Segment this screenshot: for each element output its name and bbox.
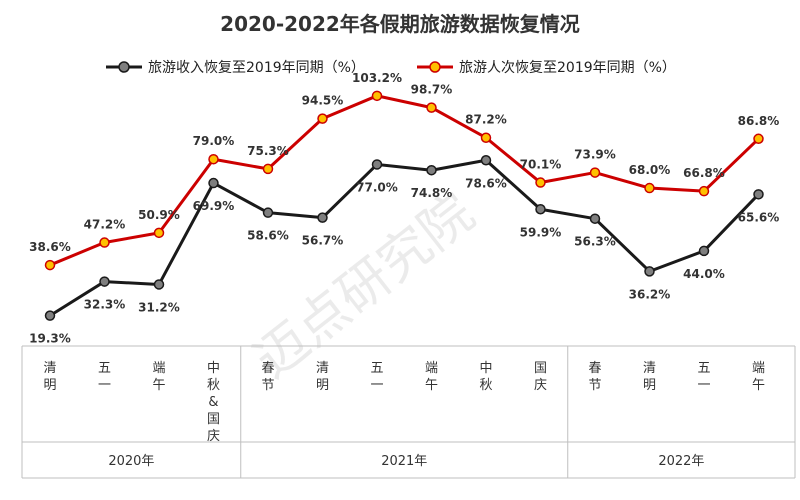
series-line-visitors <box>49 94 760 267</box>
legend-label-visitors: 旅游人次恢复至2019年同期（%） <box>459 59 676 76</box>
data-point-visitors <box>153 227 165 239</box>
legend-marker-visitors <box>429 61 441 73</box>
data-point-revenue <box>535 204 546 215</box>
category-label: 中秋 <box>479 361 492 393</box>
data-point-visitors <box>644 182 655 194</box>
legend-entry-visitors: 旅游人次恢复至2019年同期（%） <box>417 59 676 76</box>
data-label-visitors: 98.7% <box>411 83 453 97</box>
data-label-revenue: 44.0% <box>683 267 725 281</box>
data-point-visitors <box>753 133 764 145</box>
data-point-revenue <box>589 213 601 224</box>
data-label-revenue: 65.6% <box>738 210 780 224</box>
data-point-visitors <box>589 167 601 178</box>
data-label-visitors: 103.2% <box>352 71 402 85</box>
plot-area: 19.3% 32.3% 31.2% 69.9% 58.6% 56.7% 77.0% 74.8%… <box>29 71 779 346</box>
year-label: 2022年 <box>658 454 704 469</box>
data-point-revenue <box>480 155 492 166</box>
data-label-revenue: 36.2% <box>629 287 671 301</box>
chart-title: 2020-2022年各假期旅游数据恢复情况 <box>220 12 580 36</box>
year-label: 2020年 <box>108 454 154 469</box>
category-label: 端午 <box>752 361 765 393</box>
data-point-revenue <box>371 159 383 170</box>
data-point-revenue <box>753 189 764 200</box>
data-label-revenue: 58.6% <box>247 229 289 243</box>
data-point-revenue <box>44 310 56 321</box>
category-label: 春节 <box>588 361 601 393</box>
data-point-revenue <box>426 164 437 176</box>
data-label-visitors: 94.5% <box>302 94 344 108</box>
data-point-visitors <box>426 102 437 113</box>
data-point-revenue <box>698 245 710 257</box>
data-label-revenue: 59.9% <box>520 225 562 239</box>
category-label: 清明 <box>43 361 56 393</box>
data-point-revenue <box>262 207 274 218</box>
data-label-visitors: 75.3% <box>247 144 289 158</box>
category-label: 清明 <box>316 361 329 393</box>
data-label-visitors: 66.8% <box>683 166 725 180</box>
data-point-visitors <box>698 185 710 197</box>
data-label-visitors: 68.0% <box>629 163 671 177</box>
category-label: 五一 <box>697 361 710 393</box>
data-label-revenue: 19.3% <box>29 332 71 346</box>
data-label-visitors: 86.8% <box>738 114 780 128</box>
data-point-revenue <box>153 279 165 290</box>
category-label: 清明 <box>643 361 656 393</box>
data-label-revenue: 56.7% <box>302 234 344 248</box>
data-label-revenue: 31.2% <box>138 300 180 314</box>
legend-entry-revenue: 旅游收入恢复至2019年同期（%） <box>106 59 365 76</box>
data-label-visitors: 79.0% <box>193 134 235 148</box>
data-label-visitors: 38.6% <box>29 240 71 254</box>
legend-marker-revenue <box>118 61 130 73</box>
data-point-revenue <box>99 276 110 287</box>
data-label-visitors: 47.2% <box>84 218 126 232</box>
data-label-visitors: 87.2% <box>465 113 507 127</box>
data-point-visitors <box>99 237 110 248</box>
data-point-visitors <box>317 113 328 124</box>
category-label: 五一 <box>98 361 111 393</box>
data-label-revenue: 77.0% <box>356 180 398 194</box>
data-label-visitors: 70.1% <box>520 158 562 172</box>
category-label: 春节 <box>261 361 274 393</box>
data-label-visitors: 73.9% <box>574 148 616 162</box>
category-label: 五一 <box>370 361 383 393</box>
data-label-revenue: 74.8% <box>411 186 453 200</box>
data-label-revenue: 78.6% <box>465 176 507 190</box>
data-point-visitors <box>208 153 219 165</box>
data-point-visitors <box>262 163 274 175</box>
category-label: 国庆 <box>534 361 547 393</box>
category-label: 端午 <box>152 361 165 393</box>
data-label-revenue: 32.3% <box>84 298 126 312</box>
data-point-revenue <box>644 266 655 277</box>
category-label: 中秋&国庆 <box>207 361 220 444</box>
chart-legend: 旅游收入恢复至2019年同期（%） 旅游人次恢复至2019年同期（%） <box>106 59 676 76</box>
data-point-visitors <box>535 177 546 188</box>
data-point-visitors <box>371 90 383 102</box>
data-point-revenue <box>208 177 219 189</box>
category-axis: 2020年 2021年 2022年 清明 五一 端午 中秋&国庆 春节 清明 五一 端午 中秋 国庆 春节… <box>21 345 796 479</box>
legend-label-revenue: 旅游收入恢复至2019年同期（%） <box>148 59 365 76</box>
data-label-revenue: 69.9% <box>193 199 235 213</box>
data-point-visitors <box>44 259 56 271</box>
data-point-visitors <box>480 132 492 143</box>
data-label-revenue: 56.3% <box>574 235 616 249</box>
category-label: 端午 <box>425 361 438 393</box>
data-point-revenue <box>317 212 328 223</box>
series-line-revenue <box>49 158 760 317</box>
data-label-visitors: 50.9% <box>138 208 180 222</box>
year-label: 2021年 <box>381 454 427 469</box>
